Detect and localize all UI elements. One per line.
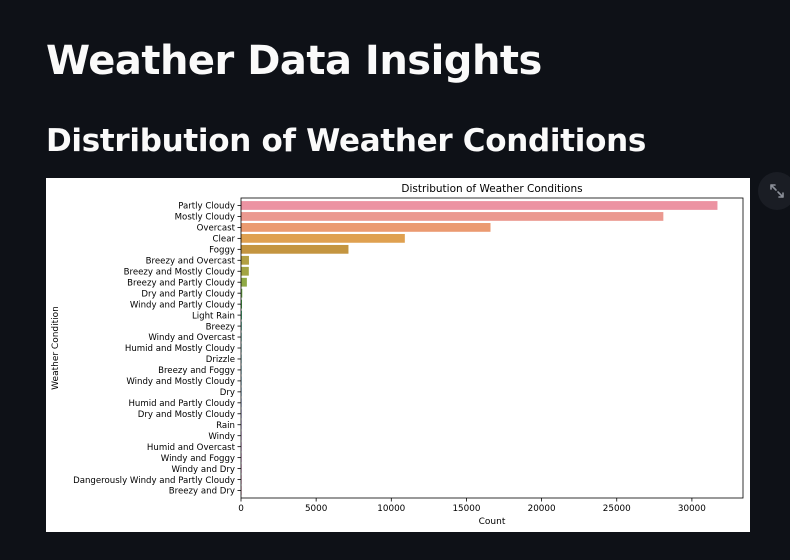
x-tick-label: 0 xyxy=(238,504,244,514)
bar-chart: Distribution of Weather Conditions Partl… xyxy=(51,183,744,527)
bar xyxy=(241,310,242,320)
expand-icon xyxy=(770,184,784,198)
y-tick-label: Windy xyxy=(208,432,235,442)
bar xyxy=(241,233,405,243)
bar-series xyxy=(241,201,718,495)
plot-frame xyxy=(240,197,744,499)
bar xyxy=(241,201,718,210)
y-tick-label: Mostly Cloudy xyxy=(175,213,235,223)
bar xyxy=(241,255,249,265)
y-tick-label: Breezy and Mostly Cloudy xyxy=(124,267,235,277)
y-tick-label: Drizzle xyxy=(206,355,235,365)
y-tick-label: Dangerously Windy and Partly Cloudy xyxy=(73,476,235,486)
x-tick-label: 15000 xyxy=(452,504,480,514)
bar xyxy=(241,223,491,232)
y-tick-label: Partly Cloudy xyxy=(178,202,235,212)
y-tick-label: Breezy xyxy=(206,322,235,332)
bar xyxy=(241,266,249,276)
y-tick-label: Dry xyxy=(220,388,235,398)
x-tick-label: 30000 xyxy=(678,504,706,514)
x-tick-label: 10000 xyxy=(377,504,405,514)
x-ticks: 0 5000 10000 15000 20000 25000 30000 xyxy=(238,498,706,514)
x-tick-label: 5000 xyxy=(305,504,328,514)
y-tick-label: Humid and Mostly Cloudy xyxy=(125,344,235,354)
y-tick-label: Overcast xyxy=(197,224,236,234)
y-tick-label: Humid and Overcast xyxy=(147,443,236,453)
chart-container: Distribution of Weather Conditions Partl… xyxy=(46,178,750,532)
y-tick-label: Breezy and Partly Cloudy xyxy=(127,278,235,288)
y-tick-label: Windy and Overcast xyxy=(148,333,235,343)
y-tick-label: Light Rain xyxy=(192,311,235,321)
y-tick-label: Foggy xyxy=(209,246,235,256)
x-tick-label: 20000 xyxy=(528,504,556,514)
bar xyxy=(241,299,243,309)
bar xyxy=(241,288,243,298)
fullscreen-button[interactable] xyxy=(758,172,790,210)
y-tick-label: Clear xyxy=(213,235,236,245)
y-tick-label: Breezy and Overcast xyxy=(146,256,236,266)
bar xyxy=(241,321,242,331)
y-tick-label: Windy and Mostly Cloudy xyxy=(126,377,235,387)
y-tick-label: Windy and Dry xyxy=(171,465,235,475)
bar xyxy=(241,244,349,254)
y-tick-label: Rain xyxy=(216,421,235,431)
y-tick-label: Windy and Partly Cloudy xyxy=(130,300,235,310)
y-tick-label: Windy and Foggy xyxy=(161,454,235,464)
y-tick-label: Dry and Partly Cloudy xyxy=(141,289,235,299)
bar xyxy=(241,212,664,221)
section-title: Distribution of Weather Conditions xyxy=(46,123,647,159)
y-tick-label: Humid and Partly Cloudy xyxy=(128,399,235,409)
bar xyxy=(241,277,247,287)
y-tick-label: Dry and Mostly Cloudy xyxy=(138,410,235,420)
y-tick-label: Breezy and Foggy xyxy=(158,366,235,376)
chart-title: Distribution of Weather Conditions xyxy=(401,183,582,195)
y-tick-label: Breezy and Dry xyxy=(169,487,235,497)
x-tick-label: 25000 xyxy=(603,504,631,514)
page-title: Weather Data Insights xyxy=(46,38,542,84)
x-axis-label: Count xyxy=(479,517,506,527)
y-axis-label: Weather Condition xyxy=(51,306,61,390)
